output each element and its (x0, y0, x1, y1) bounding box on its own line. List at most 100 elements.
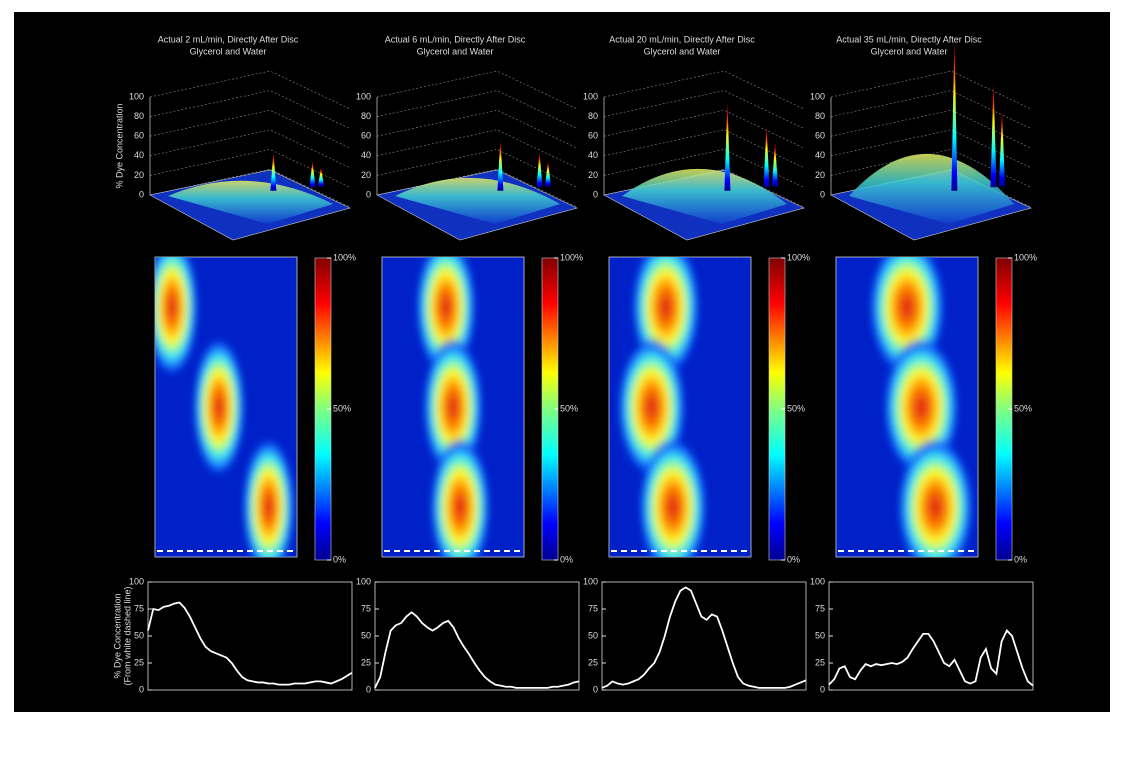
y-tick-label: 0 (366, 684, 371, 694)
panel-title: Actual 2 mL/min, Directly After Disc (158, 34, 299, 44)
data-line (374, 611, 580, 689)
colorbar-tick-label: 0% (1014, 554, 1027, 564)
z-tick-label: 0 (593, 189, 598, 199)
heatmap-blob (430, 437, 491, 557)
z-tick-label: 20 (134, 170, 144, 180)
panel-title: Actual 20 mL/min, Directly After Disc (609, 34, 755, 44)
surface-spike (545, 160, 551, 187)
z-grid-line (149, 70, 351, 110)
panel-title: Actual 6 mL/min, Directly After Disc (385, 34, 526, 44)
panel-subtitle: Glycerol and Water (417, 46, 494, 56)
z-grid-line (830, 109, 1032, 149)
y-tick-label: 0 (139, 684, 144, 694)
panel-title: Actual 35 mL/min, Directly After Disc (836, 34, 982, 44)
z-tick-label: 0 (139, 189, 144, 199)
data-line (601, 586, 807, 689)
z-grid-line (376, 168, 578, 208)
z-tick-label: 40 (815, 150, 825, 160)
colorbar-tick-label: 100% (560, 252, 583, 262)
y-tick-label: 25 (361, 657, 371, 667)
heatmap-blob (897, 437, 974, 557)
colorbar-tick-label: 100% (333, 252, 356, 262)
surface-spike (951, 37, 958, 191)
y-tick-label: 75 (134, 603, 144, 613)
y-tick-label: 100 (356, 576, 371, 586)
y-tick-label: 25 (815, 657, 825, 667)
z-tick-label: 0 (366, 189, 371, 199)
z-grid-line (830, 70, 1032, 110)
z-tick-label: 60 (361, 131, 371, 141)
surface-spike (724, 101, 731, 191)
y-tick-label: 75 (361, 603, 371, 613)
surface-spike (318, 167, 324, 187)
z-axis-label: % Dye Concentration (114, 103, 124, 188)
z-grid-line (603, 70, 805, 110)
z-grid-line (376, 149, 578, 188)
z-grid-line (149, 109, 351, 149)
data-line (828, 629, 1034, 687)
heatmap-blob (155, 257, 199, 377)
z-tick-label: 80 (815, 111, 825, 121)
y-tick-label: 100 (129, 576, 144, 586)
panel-subtitle: Glycerol and Water (871, 46, 948, 56)
z-tick-label: 20 (361, 170, 371, 180)
y-tick-label: 50 (815, 630, 825, 640)
y-tick-label: 25 (588, 657, 598, 667)
z-tick-label: 80 (134, 111, 144, 121)
z-grid-line (603, 90, 805, 129)
z-grid-line (603, 109, 805, 149)
y-axis-label: % Dye Concentration (112, 593, 122, 678)
z-tick-label: 60 (134, 131, 144, 141)
surface-spike (270, 152, 277, 191)
surface-hump (168, 180, 333, 224)
surface-spike (497, 139, 504, 191)
surface-hump (395, 177, 560, 224)
z-tick-label: 100 (810, 91, 825, 101)
y-tick-label: 75 (815, 603, 825, 613)
surface-spike (309, 160, 316, 188)
z-grid-line (603, 129, 805, 169)
y-tick-label: 100 (810, 576, 825, 586)
panel-subtitle: Glycerol and Water (644, 46, 721, 56)
z-grid-line (376, 129, 578, 169)
panel-subtitle: Glycerol and Water (190, 46, 267, 56)
z-tick-label: 20 (815, 170, 825, 180)
y-axis-label: (From white dashed line) (122, 586, 132, 685)
colorbar-tick-label: 50% (787, 403, 805, 413)
colorbar-tick-label: 50% (560, 403, 578, 413)
heatmap-field (415, 257, 491, 557)
surface-hump (849, 153, 1014, 224)
z-grid-line (830, 129, 1032, 169)
y-tick-label: 50 (361, 630, 371, 640)
surface-spike (990, 81, 997, 188)
y-tick-label: 0 (593, 684, 598, 694)
heatmap-field (869, 257, 974, 557)
z-grid-line (376, 90, 578, 129)
z-tick-label: 40 (361, 150, 371, 160)
y-tick-label: 50 (588, 630, 598, 640)
y-tick-label: 100 (583, 576, 598, 586)
z-grid-line (149, 90, 351, 129)
colorbar-tick-label: 0% (787, 554, 800, 564)
heatmap-blob (192, 337, 245, 477)
heatmap-blob (242, 437, 295, 557)
data-line (147, 601, 353, 686)
z-grid-line (603, 149, 805, 188)
surface-spike (536, 152, 543, 188)
y-tick-label: 75 (588, 603, 598, 613)
colorbar-tick-label: 0% (333, 554, 346, 564)
z-grid-line (376, 109, 578, 149)
colorbar-tick-label: 0% (560, 554, 573, 564)
colorbar-tick-label: 50% (333, 403, 351, 413)
z-grid-line (376, 70, 578, 110)
z-tick-label: 20 (588, 170, 598, 180)
heatmap-field (155, 257, 295, 557)
z-tick-label: 40 (588, 150, 598, 160)
z-tick-label: 60 (815, 131, 825, 141)
z-grid-line (149, 168, 351, 208)
y-tick-label: 50 (134, 630, 144, 640)
z-tick-label: 100 (356, 91, 371, 101)
z-grid-line (830, 90, 1032, 129)
